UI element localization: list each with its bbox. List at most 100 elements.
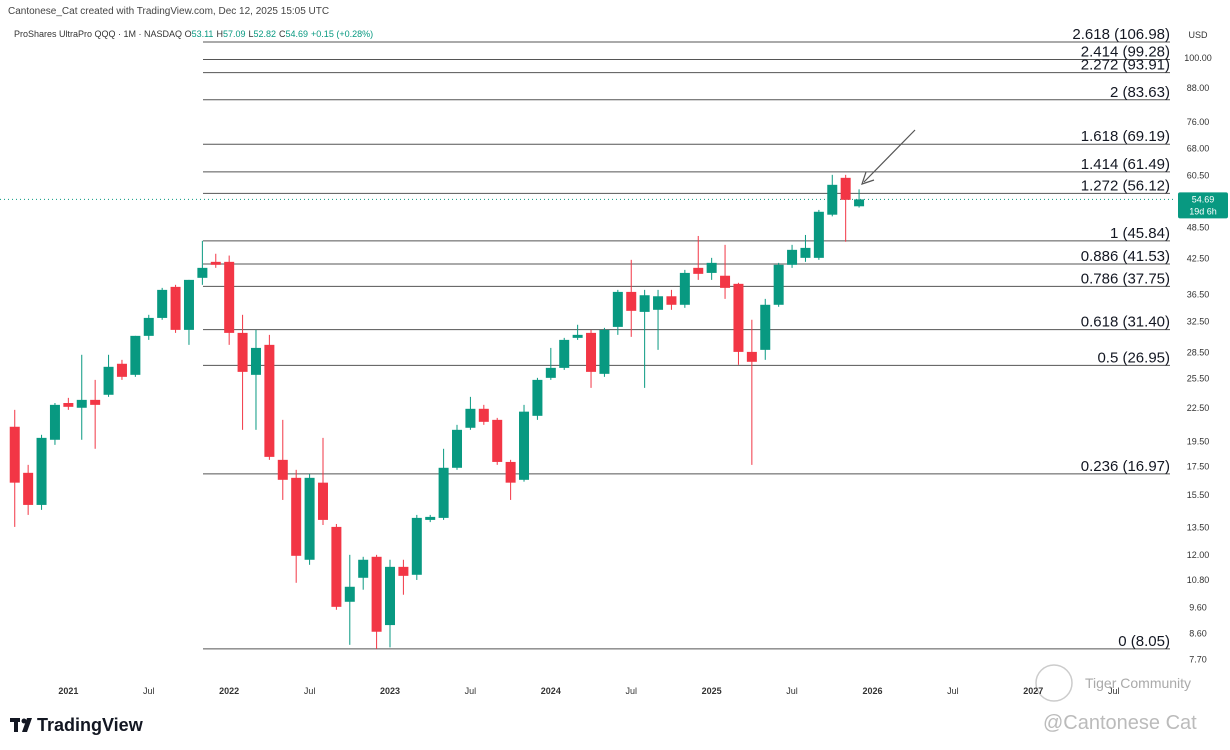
candle-body xyxy=(787,249,798,265)
candle-body xyxy=(157,289,168,318)
candle-body xyxy=(653,296,664,310)
candle-body xyxy=(666,296,677,305)
candle-body xyxy=(773,264,784,305)
candle-body xyxy=(505,461,516,483)
x-tick-label: Jul xyxy=(304,686,316,696)
symbol-header: ProShares UltraPro QQQ · 1M · NASDAQ O53… xyxy=(14,29,376,39)
ohlc-label: H xyxy=(216,29,223,39)
candle-body xyxy=(344,586,355,602)
candle-body xyxy=(840,177,851,200)
fib-label: 1 (45.84) xyxy=(1110,225,1170,242)
candle-body xyxy=(599,329,610,374)
candle-body xyxy=(103,366,114,395)
candle-body xyxy=(224,261,235,333)
y-tick-label: 7.70 xyxy=(1189,654,1207,664)
candle-body xyxy=(519,411,530,480)
ohlc-value: 57.09 xyxy=(222,29,246,39)
candle-body xyxy=(371,556,382,632)
fib-label: 0.236 (16.97) xyxy=(1081,458,1170,475)
candle-body xyxy=(693,267,704,274)
candle-body xyxy=(277,459,288,480)
candle-body xyxy=(143,317,154,336)
fib-label: 0.618 (31.40) xyxy=(1081,314,1170,331)
candle-body xyxy=(478,408,489,422)
candle-body xyxy=(760,304,771,350)
last-price-box xyxy=(1178,192,1228,219)
fib-label: 2.414 (99.28) xyxy=(1081,44,1170,61)
candle-body xyxy=(800,247,811,258)
candle-body xyxy=(626,291,637,311)
candle-body xyxy=(317,482,328,520)
watermark: @Cantonese Cat xyxy=(1043,712,1197,734)
ohlc-label: C xyxy=(279,29,286,39)
y-tick-label: 9.60 xyxy=(1189,603,1207,613)
candle-body xyxy=(36,437,47,505)
candle-body xyxy=(130,335,141,375)
candle-body xyxy=(438,467,449,518)
annotation-arrow xyxy=(863,129,916,183)
candle-body xyxy=(639,295,650,312)
y-tick-label: 48.50 xyxy=(1187,223,1210,233)
y-tick-label: 60.50 xyxy=(1187,171,1210,181)
candle-body xyxy=(63,403,74,407)
fib-label: 1.414 (61.49) xyxy=(1081,156,1170,173)
y-tick-label: 88.00 xyxy=(1187,83,1210,93)
y-tick-label: 68.00 xyxy=(1187,143,1210,153)
x-tick-label: 2025 xyxy=(702,686,722,696)
x-tick-label: 2026 xyxy=(862,686,882,696)
candle-body xyxy=(679,272,690,305)
x-tick-label: 2022 xyxy=(219,686,239,696)
y-tick-label: 13.50 xyxy=(1187,523,1210,533)
ohlc-value: 54.69 xyxy=(285,29,309,39)
tradingview-logo xyxy=(10,718,32,732)
y-tick-label: 19.50 xyxy=(1187,436,1210,446)
x-tick-label: Jul xyxy=(947,686,959,696)
candle-body xyxy=(746,351,757,362)
x-tick-label: 2024 xyxy=(541,686,561,696)
candle-body xyxy=(559,339,570,368)
x-tick-label: Jul xyxy=(143,686,155,696)
candle-body xyxy=(425,516,436,520)
candle-body xyxy=(331,526,342,607)
fib-label: 1.618 (69.19) xyxy=(1081,128,1170,145)
y-tick-label: 28.50 xyxy=(1187,347,1210,357)
y-tick-label: 17.50 xyxy=(1187,462,1210,472)
attribution: Cantonese_Cat created with TradingView.c… xyxy=(8,6,330,17)
candle-body xyxy=(572,334,583,338)
fib-label: 0.786 (37.75) xyxy=(1081,270,1170,287)
candle-body xyxy=(612,291,623,327)
countdown-label: 19d 6h xyxy=(1189,206,1217,216)
x-tick-label: Jul xyxy=(465,686,477,696)
watermark: Tiger Community xyxy=(1085,675,1191,691)
candle-body xyxy=(465,408,476,428)
change: +0.15 (+0.28%) xyxy=(311,29,374,39)
currency-label: USD xyxy=(1188,30,1208,40)
candle-body xyxy=(452,429,463,468)
candle-body xyxy=(210,261,221,265)
candle-body xyxy=(720,275,731,288)
candle-body xyxy=(706,262,717,273)
candle-body xyxy=(492,419,503,462)
candle-body xyxy=(304,477,315,560)
candle-body xyxy=(586,332,597,372)
candle-body xyxy=(813,211,824,258)
candle-body xyxy=(827,184,838,215)
candle-body xyxy=(183,279,194,330)
y-tick-label: 76.00 xyxy=(1187,117,1210,127)
candle-body xyxy=(291,477,302,556)
candle-body xyxy=(170,286,181,330)
logo-text: TradingView xyxy=(37,715,144,735)
candle-body xyxy=(532,379,543,416)
symbol: ProShares UltraPro QQQ · 1M · NASDAQ xyxy=(14,29,183,39)
candle-body xyxy=(733,283,744,352)
fib-label: 0 (8.05) xyxy=(1118,633,1170,650)
y-tick-label: 32.50 xyxy=(1187,316,1210,326)
y-tick-label: 25.50 xyxy=(1187,373,1210,383)
ohlc-value: 53.11 xyxy=(191,29,214,39)
candle-body xyxy=(116,363,127,377)
y-tick-label: 12.00 xyxy=(1187,550,1210,560)
arrow-head xyxy=(861,171,875,185)
fib-label: 2.272 (93.91) xyxy=(1081,57,1170,74)
y-tick-label: 15.50 xyxy=(1187,490,1210,500)
